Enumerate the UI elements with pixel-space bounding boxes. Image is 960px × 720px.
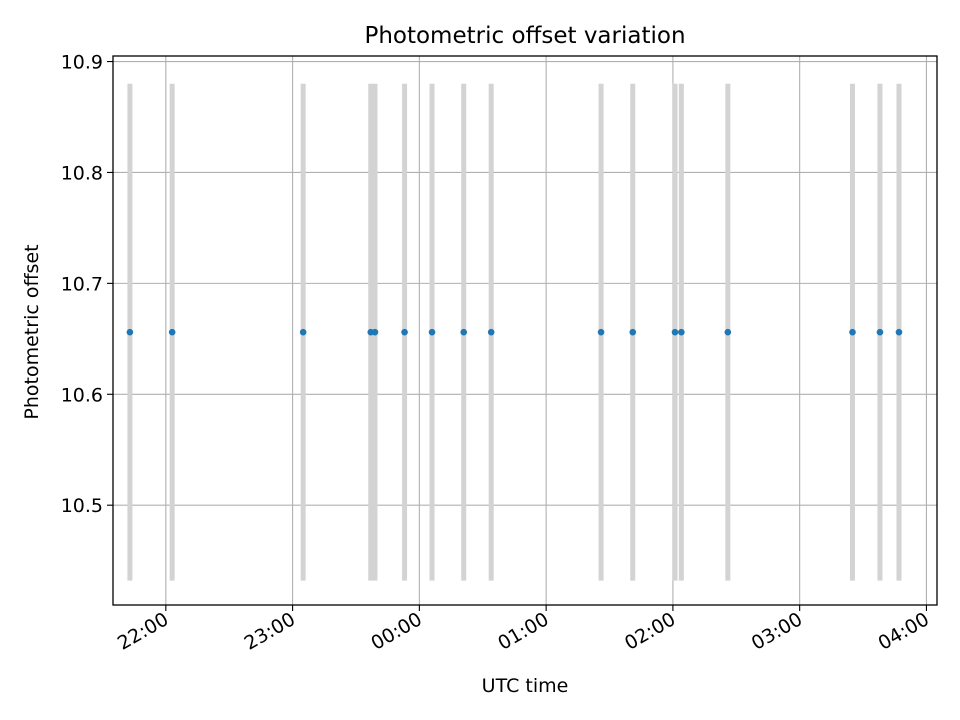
x-tick-label: 23:00 xyxy=(241,608,299,654)
data-point xyxy=(126,328,134,336)
y-axis-title: Photometric offset xyxy=(21,244,43,419)
data-point xyxy=(895,328,903,336)
grid xyxy=(113,56,937,605)
data-point xyxy=(460,328,468,336)
data-point xyxy=(671,328,679,336)
y-axis: 10.5 10.6 10.7 10.8 10.9 xyxy=(61,52,113,517)
x-tick-label: 22:00 xyxy=(114,608,172,654)
data-point xyxy=(168,328,176,336)
data-point xyxy=(678,328,685,336)
data-point xyxy=(724,328,732,336)
x-tick-label: 00:00 xyxy=(367,608,425,654)
x-axis: 22:00 23:00 00:00 01:00 02:00 03:00 04:00 xyxy=(114,605,933,655)
data-point xyxy=(629,328,637,336)
y-tick-label: 10.8 xyxy=(61,162,103,184)
y-tick-label: 10.5 xyxy=(61,495,103,517)
data-point xyxy=(401,328,408,336)
data-point xyxy=(876,328,884,336)
data-point xyxy=(428,328,436,336)
y-tick-label: 10.9 xyxy=(61,52,103,74)
data-point xyxy=(371,328,379,336)
data-point xyxy=(849,328,856,336)
x-axis-title: UTC time xyxy=(482,675,569,697)
x-tick-label: 02:00 xyxy=(621,608,679,654)
chart-title: Photometric offset variation xyxy=(364,23,685,49)
data-point xyxy=(597,328,605,336)
x-tick-label: 03:00 xyxy=(748,608,806,654)
x-tick-label: 01:00 xyxy=(494,608,552,654)
bars xyxy=(127,83,902,581)
points xyxy=(126,328,903,336)
y-tick-label: 10.6 xyxy=(61,384,103,406)
y-tick-label: 10.7 xyxy=(61,273,103,295)
data-point xyxy=(299,328,307,336)
plot-frame xyxy=(112,55,938,606)
x-tick-label: 04:00 xyxy=(875,608,933,654)
data-point xyxy=(487,328,495,336)
